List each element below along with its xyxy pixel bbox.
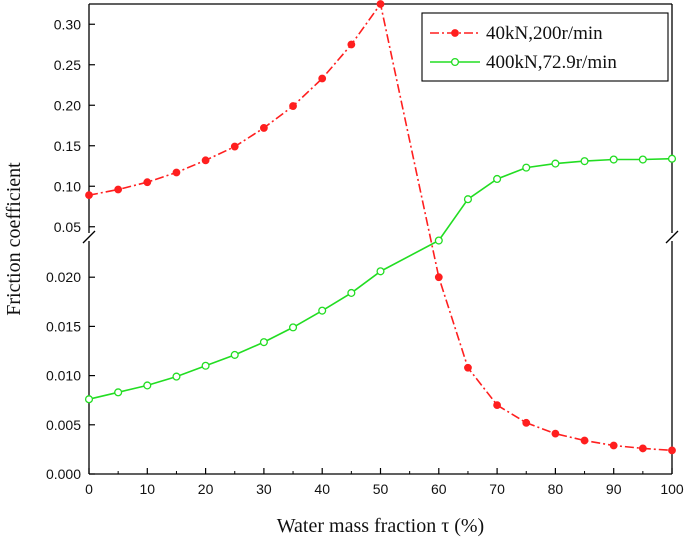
data-point xyxy=(172,372,181,381)
series-layer xyxy=(84,0,677,455)
data-point xyxy=(463,195,473,204)
y-tick-label-lower: 0.010 xyxy=(46,368,81,384)
data-point xyxy=(260,124,268,132)
x-tick-label: 30 xyxy=(256,481,272,497)
data-point xyxy=(434,236,443,245)
x-tick-label: 90 xyxy=(606,481,622,497)
data-point xyxy=(376,0,385,8)
x-tick-label: 60 xyxy=(431,481,447,497)
data-point xyxy=(230,350,239,359)
series-1 xyxy=(85,0,676,455)
data-point xyxy=(114,388,123,397)
data-point xyxy=(551,159,560,168)
data-point xyxy=(84,395,94,404)
data-point xyxy=(201,156,210,165)
data-point xyxy=(201,361,210,370)
y-tick-label-upper: 0.20 xyxy=(54,97,81,113)
data-point xyxy=(522,163,531,172)
x-tick-label: 20 xyxy=(198,481,214,497)
x-tick-label: 40 xyxy=(314,481,330,497)
x-tick-label: 10 xyxy=(140,481,156,497)
data-point xyxy=(493,174,502,184)
data-point xyxy=(376,267,385,276)
x-tick-label: 70 xyxy=(489,481,505,497)
x-tick-label: 80 xyxy=(548,481,564,497)
data-point xyxy=(230,142,239,151)
data-point xyxy=(434,273,443,282)
data-point xyxy=(522,418,531,427)
legend-label: 40kN,200r/min xyxy=(486,23,603,44)
legend-marker xyxy=(451,29,459,37)
data-point xyxy=(493,401,502,410)
y-axis-title: Friction coefficient xyxy=(3,162,25,316)
data-point xyxy=(143,178,152,187)
data-point xyxy=(288,323,298,332)
data-point xyxy=(114,185,123,194)
data-point xyxy=(172,168,181,177)
y-tick-label-lower: 0.005 xyxy=(46,417,81,433)
y-tick-label-lower: 0.020 xyxy=(46,269,81,285)
data-point xyxy=(638,155,647,164)
legend-marker xyxy=(450,57,460,67)
axes: 0 10 20 30 40 50 60 70 80 90 100 0.000 0.005 0.010 0.0… xyxy=(3,3,684,537)
y-tick-label-lower: 0.015 xyxy=(46,318,81,334)
data-point xyxy=(289,102,297,110)
series-line xyxy=(88,2,673,452)
data-point xyxy=(551,429,560,438)
data-point xyxy=(667,154,677,163)
data-point xyxy=(668,446,676,455)
series-line xyxy=(88,157,673,400)
data-point xyxy=(143,381,152,390)
x-tick-label: 0 xyxy=(85,481,93,497)
x-tick-label: 100 xyxy=(660,481,684,497)
y-tick-label-lower: 0.000 xyxy=(46,466,81,482)
y-tick-label-upper: 0.05 xyxy=(54,219,81,235)
y-tick-label-upper: 0.25 xyxy=(54,57,81,73)
data-point xyxy=(609,155,618,164)
data-point xyxy=(318,74,327,83)
data-point xyxy=(85,191,93,200)
legend: 40kN,200r/min 400kN,72.9r/min xyxy=(421,12,669,82)
data-point xyxy=(609,441,618,450)
data-point xyxy=(464,363,472,372)
legend-label: 400kN,72.9r/min xyxy=(486,52,617,73)
y-tick-label-upper: 0.30 xyxy=(54,16,81,32)
data-point xyxy=(318,306,327,315)
series-2 xyxy=(84,154,677,404)
data-point xyxy=(347,40,356,49)
data-point xyxy=(259,338,268,347)
axis-break-mark-right xyxy=(665,230,679,244)
x-axis-title: Water mass fraction τ (%) xyxy=(277,515,484,537)
data-point xyxy=(580,436,589,445)
data-point xyxy=(347,288,356,297)
y-tick-label-upper: 0.15 xyxy=(54,138,81,154)
data-point xyxy=(580,157,589,166)
x-tick-label: 50 xyxy=(373,481,389,497)
y-tick-label-upper: 0.10 xyxy=(54,178,81,194)
data-point xyxy=(638,444,647,453)
legend-box xyxy=(421,12,669,82)
axis-break-mark-left xyxy=(82,230,96,244)
